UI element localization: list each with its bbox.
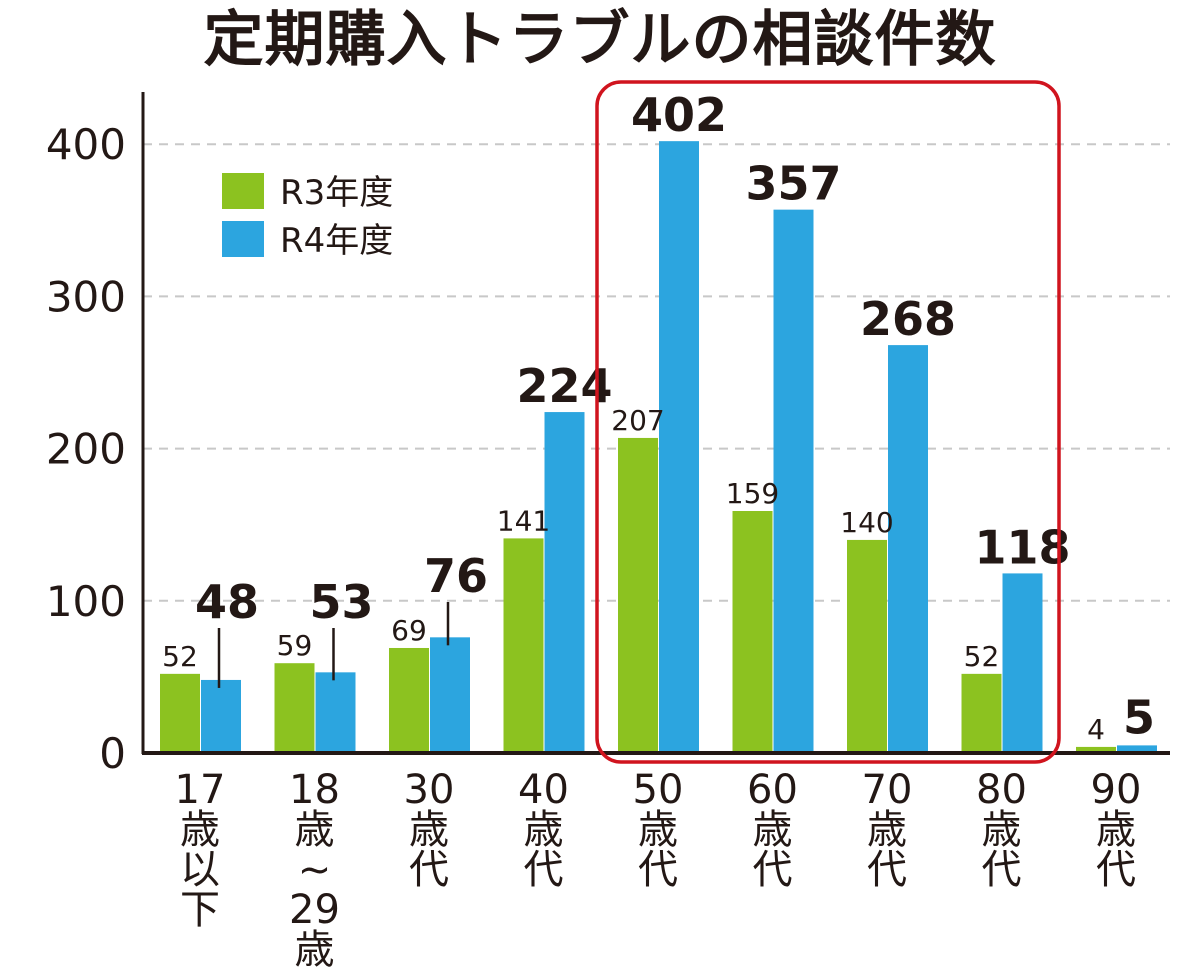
bar-r3-3 (503, 538, 544, 753)
x-category-line: 代 (409, 847, 449, 893)
x-category-label: 60 歳代 (723, 770, 823, 890)
x-category-line: 17 (174, 767, 226, 813)
legend-swatch-0 (222, 173, 264, 209)
data-label-r4-1: 53 (309, 575, 373, 629)
x-category-line: 以 (180, 847, 220, 893)
x-category-line: 18 (289, 767, 340, 813)
x-category-line: 30 (403, 767, 455, 813)
bar-r4-7 (1002, 573, 1043, 753)
x-category-line: 歳 (1096, 807, 1136, 853)
data-label-r4-0: 48 (195, 575, 259, 629)
x-category-line: 歳 (294, 927, 335, 973)
x-category-label: 18 歳 ~29 歳 (265, 770, 365, 970)
bar-r3-4 (618, 437, 658, 753)
x-category-label: 50 歳代 (608, 770, 708, 890)
x-category-label: 30 歳代 (379, 770, 479, 890)
bar-r3-6 (847, 539, 887, 753)
bar-r4-4 (659, 141, 699, 753)
y-tick-label: 0 (99, 729, 126, 778)
bar-r3-7 (961, 673, 1002, 753)
x-category-line: 90 (1090, 767, 1142, 813)
x-category-line: 代 (867, 847, 907, 893)
data-label-r3-2: 69 (391, 614, 427, 647)
bar-r4-5 (773, 209, 814, 753)
data-label-r3-7: 52 (964, 640, 1000, 673)
bar-r3-1 (274, 663, 315, 753)
bar-r3-5 (732, 511, 773, 753)
leader-lines (217, 602, 450, 688)
data-label-r3-5: 159 (726, 477, 779, 510)
x-category-label: 70 歳代 (837, 770, 937, 890)
data-labels: 5248595369761412242074021593571402685211… (162, 88, 1155, 746)
bar-r3-0 (160, 673, 200, 753)
x-category-line: 40 (518, 767, 569, 813)
x-category-line: 代 (1096, 847, 1136, 893)
x-category-line: 歳 (523, 807, 564, 853)
x-category-line: 歳 (180, 807, 220, 853)
x-category-line: 歳 (752, 807, 793, 853)
x-category-label: 80 歳代 (952, 770, 1052, 890)
x-category-line: 下 (180, 887, 220, 933)
data-label-r4-8: 5 (1123, 690, 1155, 744)
data-label-r3-4: 207 (611, 404, 664, 437)
x-category-line: 代 (638, 847, 678, 893)
bar-r3-2 (389, 647, 429, 753)
legend: R3年度 R4年度 (222, 173, 393, 261)
x-category-line: 歳 (409, 807, 449, 853)
legend-label-0: R3年度 (280, 173, 393, 213)
data-label-r4-6: 268 (860, 292, 956, 346)
x-category-line: 歳 (867, 807, 907, 853)
y-tick-label: 400 (46, 120, 126, 169)
x-category-line: 代 (523, 847, 564, 893)
x-category-line: 歳 (638, 807, 678, 853)
data-label-r3-3: 141 (497, 504, 550, 537)
data-label-r4-2: 76 (424, 549, 488, 603)
bar-r4-3 (544, 412, 585, 753)
x-category-line: 歳 (294, 807, 335, 853)
x-category-line: 80 (976, 767, 1027, 813)
bar-r4-2 (430, 637, 470, 753)
highlight-box (595, 80, 1061, 764)
data-label-r4-5: 357 (745, 157, 841, 211)
x-category-line: 70 (861, 767, 913, 813)
axes: 0 100 200 300 400 (46, 92, 1170, 778)
bar-r4-8 (1117, 745, 1157, 753)
x-category-line: 60 (747, 767, 798, 813)
data-label-r3-8: 4 (1087, 713, 1105, 746)
x-category-line: 代 (981, 847, 1022, 893)
x-category-label: 90 歳代 (1066, 770, 1166, 890)
x-category-line: 50 (632, 767, 684, 813)
legend-label-1: R4年度 (280, 221, 393, 261)
x-category-line: 代 (752, 847, 793, 893)
y-tick-label: 300 (46, 272, 126, 321)
bar-r4-1 (315, 672, 356, 753)
y-tick-label: 200 (46, 425, 126, 474)
x-category-label: 17 歳以下 (150, 770, 250, 930)
x-category-line: ~ (297, 847, 332, 893)
data-label-r3-1: 59 (277, 629, 313, 662)
legend-swatch-1 (222, 221, 264, 257)
data-label-r3-0: 52 (162, 640, 198, 673)
highlight-rect (595, 80, 1061, 764)
x-category-label: 40 歳代 (494, 770, 594, 890)
y-tick-label: 100 (46, 577, 126, 626)
chart-title: 定期購入トラブルの相談件数 (203, 5, 997, 75)
data-label-r4-7: 118 (974, 520, 1070, 574)
bar-r4-0 (201, 679, 241, 753)
bar-r3-8 (1076, 746, 1116, 753)
data-label-r3-6: 140 (840, 506, 893, 539)
bar-r4-6 (888, 345, 928, 753)
x-category-line: 歳 (981, 807, 1022, 853)
bars (160, 141, 1157, 753)
chart-area: 5248595369761412242074021593571402685211… (46, 80, 1170, 778)
x-category-line: 29 (289, 887, 340, 933)
data-label-r4-4: 402 (631, 88, 727, 142)
